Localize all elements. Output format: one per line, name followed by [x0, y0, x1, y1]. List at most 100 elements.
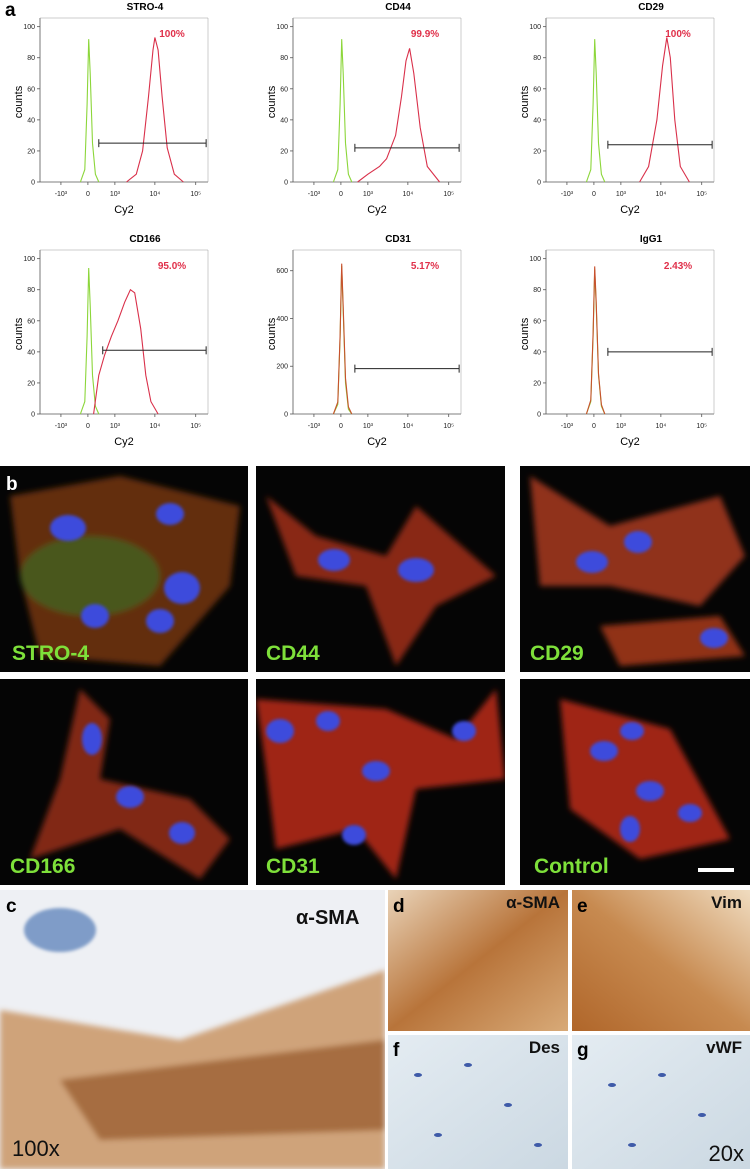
x-tick-label: 0	[339, 191, 343, 198]
flow-histograms: STRO-4 100% counts Cy2 0 20 40 60 80 100 -10³ 0 10³ 1…	[13, 2, 715, 448]
x-tick-label: 10³	[363, 423, 374, 430]
y-axis-label: counts	[266, 85, 278, 118]
image: Des	[388, 1035, 568, 1169]
y-tick-label: 80	[280, 55, 288, 62]
x-tick-label: 10³	[110, 423, 121, 430]
annotation: 100%	[159, 29, 185, 40]
image: STRO-4	[0, 466, 248, 672]
y-tick-label: 0	[284, 412, 288, 419]
x-axis-label: Cy2	[114, 204, 134, 216]
y-tick-label: 20	[533, 380, 541, 387]
x-tick-label: 10⁴	[402, 191, 413, 198]
y-axis-label: counts	[13, 85, 25, 118]
chart-title: CD31	[385, 234, 411, 245]
y-tick-label: 40	[27, 117, 35, 124]
y-tick-label: 60	[280, 86, 288, 93]
x-tick-label: 10³	[110, 191, 121, 198]
annotation: 95.0%	[158, 261, 186, 272]
panel-letter: g	[577, 1040, 589, 1061]
y-tick-label: 60	[27, 86, 35, 93]
image: α-SMA 100x	[0, 890, 385, 1169]
y-axis-label: counts	[13, 317, 25, 350]
histogram-line	[126, 37, 184, 183]
magnification: 20x	[709, 1141, 744, 1166]
histogram-line	[79, 39, 100, 183]
image-label: STRO-4	[12, 642, 89, 665]
y-tick-label: 100	[276, 24, 288, 31]
y-tick-label: 400	[276, 316, 288, 323]
x-tick-label: 10⁴	[655, 191, 666, 198]
y-tick-label: 0	[31, 180, 35, 187]
y-tick-label: 200	[276, 364, 288, 371]
image: CD31	[256, 679, 505, 885]
y-tick-label: 60	[533, 318, 541, 325]
x-axis-label: Cy2	[367, 436, 387, 448]
image-label: CD31	[266, 855, 320, 878]
x-tick-label: 10⁵	[696, 423, 707, 430]
x-tick-label: -10³	[55, 191, 68, 198]
image-label: α-SMA	[506, 893, 560, 912]
y-tick-label: 100	[529, 256, 541, 263]
image-label: CD29	[530, 642, 584, 665]
histogram-line	[585, 39, 606, 183]
y-tick-label: 100	[23, 24, 35, 31]
x-tick-label: 10⁴	[149, 423, 160, 430]
x-tick-label: 10⁵	[190, 423, 201, 430]
magnification: 100x	[12, 1136, 60, 1161]
y-tick-label: 100	[23, 256, 35, 263]
image: CD166	[0, 679, 248, 885]
y-axis-label: counts	[519, 85, 531, 118]
panel-letter: e	[577, 896, 588, 917]
image: CD29	[520, 466, 750, 672]
panel-letter: b	[6, 474, 18, 495]
x-tick-label: 10⁵	[443, 191, 454, 198]
x-axis-label: Cy2	[620, 436, 640, 448]
panel-letter: f	[393, 1040, 400, 1061]
y-tick-label: 0	[284, 180, 288, 187]
x-tick-label: 10⁵	[443, 423, 454, 430]
y-tick-label: 80	[533, 287, 541, 294]
histogram-line	[332, 263, 353, 415]
x-tick-label: 10³	[363, 191, 374, 198]
panel-letter: c	[6, 896, 17, 917]
y-tick-label: 80	[533, 55, 541, 62]
y-tick-label: 0	[537, 180, 541, 187]
image: α-SMA	[388, 890, 568, 1031]
histogram-line	[332, 39, 353, 183]
x-tick-label: 10⁵	[190, 191, 201, 198]
chart-title: CD166	[129, 234, 161, 245]
x-tick-label: 10⁴	[149, 191, 160, 198]
y-tick-label: 40	[27, 349, 35, 356]
image-label: α-SMA	[296, 907, 359, 929]
chart-title: STRO-4	[127, 2, 164, 13]
image-label: vWF	[706, 1038, 742, 1057]
x-tick-label: 0	[592, 423, 596, 430]
image-label: Des	[529, 1038, 560, 1057]
histogram-line	[585, 266, 606, 415]
y-tick-label: 80	[27, 287, 35, 294]
image: CD44	[256, 466, 505, 672]
image-label: CD166	[10, 855, 75, 878]
x-tick-label: 0	[339, 423, 343, 430]
y-tick-label: 100	[529, 24, 541, 31]
panel-letter: d	[393, 896, 405, 917]
image: vWF 20x	[572, 1035, 750, 1169]
y-tick-label: 20	[533, 148, 541, 155]
x-tick-label: -10³	[561, 191, 574, 198]
y-tick-label: 20	[280, 148, 288, 155]
annotation: 100%	[665, 29, 691, 40]
histogram-line	[93, 288, 159, 415]
y-axis-label: counts	[266, 317, 278, 350]
histogram-line	[639, 37, 690, 183]
x-tick-label: 0	[86, 191, 90, 198]
fluorescence-panel: STRO-4 CD44 CD29 CD166 CD31 Control	[0, 466, 750, 885]
x-tick-label: 10³	[616, 191, 627, 198]
y-tick-label: 80	[27, 55, 35, 62]
y-tick-label: 20	[27, 148, 35, 155]
annotation: 99.9%	[411, 29, 439, 40]
x-tick-label: -10³	[308, 423, 321, 430]
x-tick-label: -10³	[561, 423, 574, 430]
x-tick-label: 0	[592, 191, 596, 198]
x-tick-label: 10⁴	[402, 423, 413, 430]
